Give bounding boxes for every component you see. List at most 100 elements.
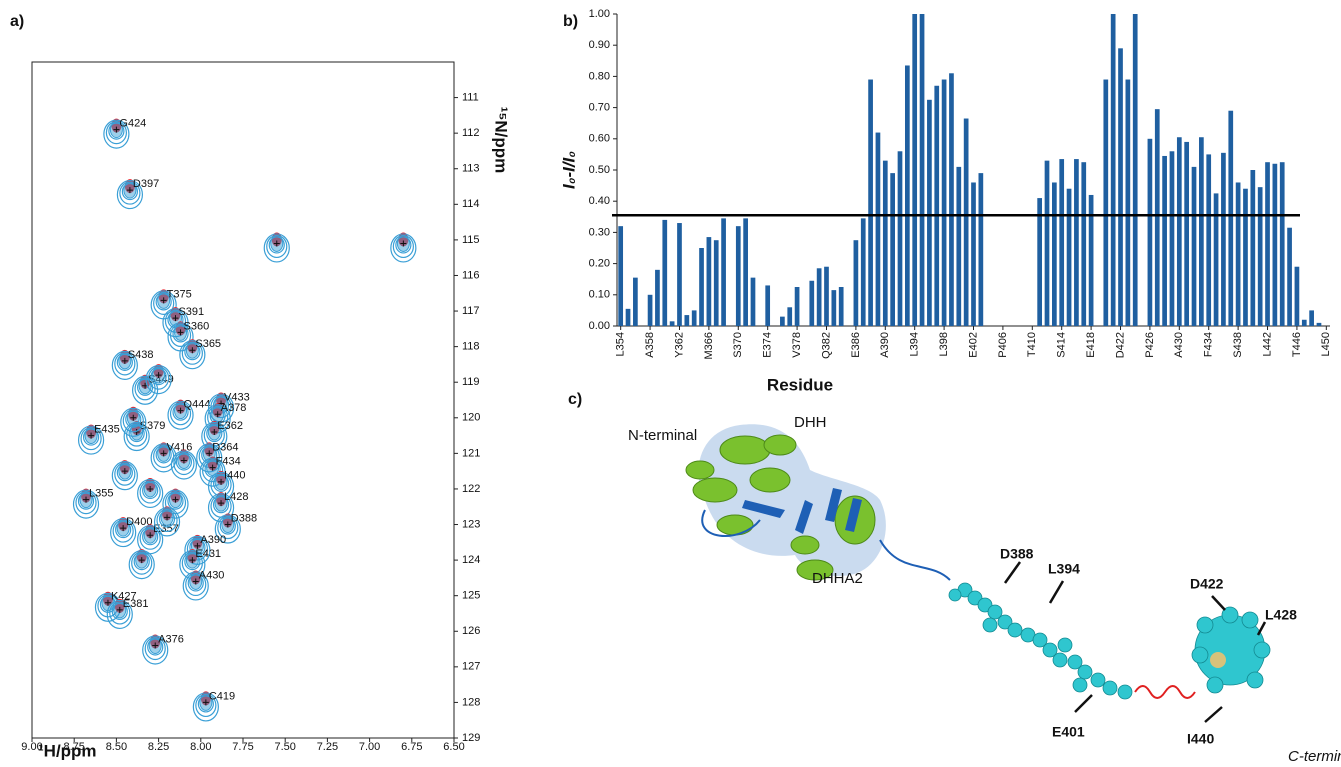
x-tick-label: T446: [1291, 332, 1303, 357]
bar: [971, 182, 976, 326]
contour: [77, 425, 105, 455]
peak-label: A390: [200, 534, 226, 546]
contour: [142, 635, 169, 665]
bar: [625, 308, 631, 326]
bar: [1125, 79, 1131, 327]
bar: [1074, 159, 1079, 326]
bar: [765, 285, 771, 326]
residue-label: L428: [1265, 607, 1297, 623]
x-tick-label: 8.00: [190, 741, 211, 753]
peak-label: S391: [178, 306, 204, 318]
y-tick-label: 0.70: [589, 102, 610, 114]
contour: [72, 489, 100, 519]
bar: [912, 14, 918, 326]
y-tick-label: 122: [462, 483, 480, 495]
x-tick-label: 8.75: [63, 741, 84, 753]
bar: [669, 321, 675, 326]
x-tick-label: E386: [850, 332, 862, 358]
terminus-label: N-terminal: [628, 427, 697, 444]
peak-label: L428: [224, 491, 248, 503]
peak-cross: [177, 407, 184, 414]
y-tick-label: 1.00: [589, 8, 610, 20]
peak-cross: [138, 557, 145, 564]
contour: [199, 457, 226, 487]
x-tick-label: S370: [732, 332, 744, 358]
y-tick-label: 128: [462, 696, 480, 708]
y-tick-label: 0.10: [589, 289, 610, 301]
contour: [150, 443, 177, 473]
peak-label: E381: [123, 598, 149, 610]
bar: [647, 294, 653, 326]
contour: [170, 450, 198, 480]
bar: [662, 219, 668, 326]
bar: [743, 218, 748, 326]
peak-cross: [104, 599, 111, 606]
peak-cross: [172, 496, 179, 503]
peak-label: D364: [212, 441, 238, 453]
y-tick-label: 115: [462, 234, 480, 246]
bar: [1147, 138, 1153, 326]
peak-label: D397: [133, 178, 159, 190]
residue-label: I440: [1187, 731, 1214, 747]
peak-label: C419: [209, 690, 235, 702]
bar: [1184, 141, 1190, 326]
bar: [1309, 310, 1314, 326]
bar: [1228, 110, 1234, 326]
peak-cross: [214, 411, 221, 418]
peak-label: Q444: [184, 399, 211, 411]
contour: [106, 599, 133, 630]
bar: [780, 316, 785, 326]
peak-label: A378: [221, 402, 247, 414]
bar: [963, 118, 969, 327]
bar: [618, 226, 624, 326]
peak-cross: [126, 187, 133, 194]
x-tick-label: E418: [1085, 332, 1097, 358]
x-tick-label: S414: [1056, 332, 1068, 358]
contour: [182, 571, 209, 601]
bar: [684, 315, 690, 326]
y-tick-label: 126: [462, 625, 480, 637]
x-tick-label: L450: [1320, 332, 1332, 356]
terminus-label: C-terminal: [1288, 748, 1341, 765]
bar: [868, 79, 873, 327]
bar: [927, 99, 932, 326]
peak-cross: [120, 525, 127, 532]
bar: [978, 173, 984, 326]
y-tick-label: 0.80: [589, 70, 610, 82]
peak-cross: [189, 347, 196, 354]
bar: [1243, 188, 1248, 326]
contour: [214, 514, 241, 544]
peak-label: A376: [158, 633, 184, 645]
contour: [128, 550, 155, 580]
peak-label: K427: [111, 591, 137, 603]
peak-label: S360: [184, 320, 210, 332]
peak-cross: [177, 329, 184, 336]
x-tick-label: L398: [938, 332, 950, 356]
peak-cross: [160, 450, 167, 457]
bar: [1052, 182, 1057, 326]
bar: [1265, 162, 1270, 326]
x-tick-label: 7.00: [359, 741, 380, 753]
x-tick-label: P406: [997, 332, 1009, 358]
contour: [263, 233, 290, 263]
peak-cross: [206, 450, 213, 457]
x-tick-label: D422: [1114, 332, 1126, 358]
bar: [633, 277, 638, 326]
x-tick-label: Y362: [673, 332, 685, 358]
peak-cross: [130, 414, 137, 421]
y-tick-label: 112: [462, 127, 480, 139]
x-tick-label: F434: [1203, 332, 1215, 357]
x-tick-label: A390: [879, 332, 891, 358]
bar: [1059, 159, 1065, 326]
bar: [809, 280, 815, 326]
peak-label: A430: [199, 569, 225, 581]
bar: [706, 237, 712, 326]
residue-label: L394: [1048, 561, 1080, 577]
peak-cross: [192, 578, 199, 585]
contour: [137, 478, 164, 509]
contour: [167, 400, 194, 430]
contour: [116, 179, 144, 210]
bar: [934, 85, 940, 326]
peak-label: E431: [195, 548, 221, 560]
bar: [1221, 152, 1226, 326]
